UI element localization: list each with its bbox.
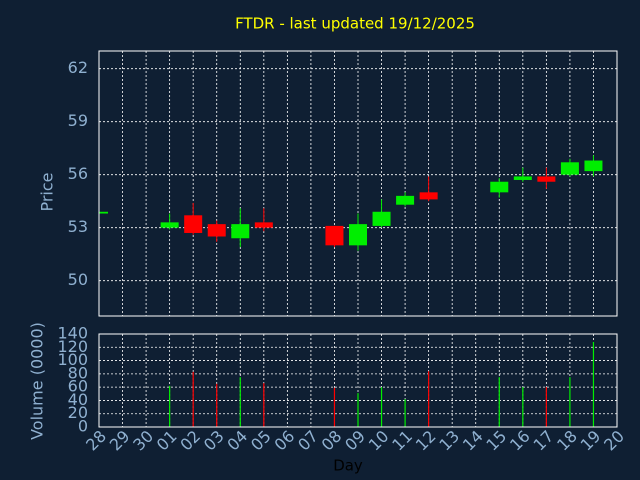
candle-body — [184, 215, 203, 233]
candle-body — [99, 211, 108, 214]
candle-body — [372, 211, 391, 226]
candle-body — [537, 176, 556, 182]
chart-title: FTDR - last updated 19/12/2025 — [235, 15, 475, 33]
candle-body — [231, 224, 250, 239]
y-tick-label: 56 — [68, 164, 88, 183]
volume-tick-label: 40 — [68, 390, 88, 409]
volume-frame — [98, 333, 618, 428]
candle-body — [160, 222, 179, 228]
volume-tick-label: 60 — [68, 377, 88, 396]
volume-tick-label: 80 — [68, 363, 88, 382]
candle-body — [396, 195, 415, 205]
volume-tick-label: 0 — [78, 417, 88, 436]
volume-tick-label: 120 — [57, 337, 88, 356]
candle-body — [560, 162, 579, 175]
y-tick-label: 53 — [68, 217, 88, 236]
y-tick-label: 59 — [68, 111, 88, 130]
candle-body — [325, 225, 344, 246]
marks — [99, 155, 603, 427]
candle-body — [419, 192, 438, 200]
price-frame — [98, 50, 618, 317]
candle-body — [254, 222, 273, 228]
candle-body — [584, 160, 603, 172]
candle-body — [490, 181, 509, 193]
candle-body — [207, 224, 226, 237]
candle-body — [349, 224, 367, 246]
volume-tick-label: 100 — [57, 350, 88, 369]
volume-tick-label: 20 — [68, 403, 88, 422]
y-tick-label: 62 — [68, 58, 88, 77]
volume-axis-label: Volume (0000) — [28, 322, 47, 440]
y-axis-label: Price — [38, 172, 57, 211]
x-axis-label: Day — [333, 457, 363, 475]
volume-tick-label: 140 — [57, 324, 88, 343]
candle-body — [513, 176, 532, 180]
y-tick-label: 50 — [68, 270, 88, 289]
